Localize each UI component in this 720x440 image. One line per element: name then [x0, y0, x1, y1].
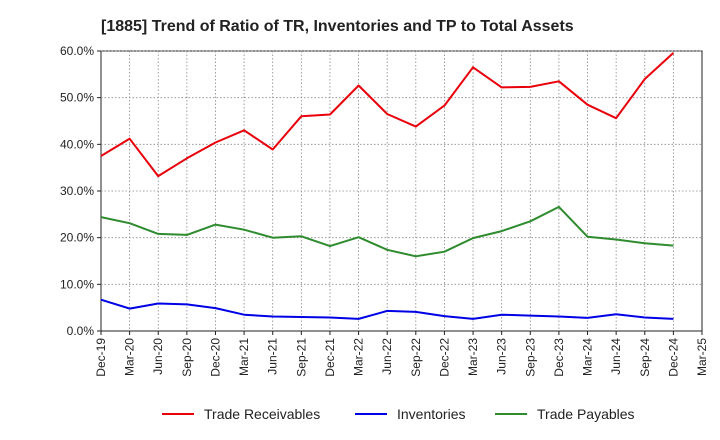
x-tick-label: Mar-22	[352, 338, 366, 376]
chart-title: [1885] Trend of Ratio of TR, Inventories…	[101, 18, 574, 35]
x-tick-label: Mar-20	[123, 338, 137, 376]
x-tick-label: Dec-22	[437, 338, 451, 377]
series-line-trade-receivables	[100, 52, 675, 178]
x-tick-label: Jun-23	[495, 338, 509, 375]
y-tick-label: 0.0%	[67, 324, 95, 338]
x-tick-label: Sep-20	[180, 338, 194, 377]
x-tick-label: Dec-23	[552, 338, 566, 377]
x-tick-label: Jun-24	[609, 338, 623, 375]
series-lines	[100, 52, 675, 320]
x-tick-label: Dec-24	[666, 338, 680, 377]
y-tick-label: 20.0%	[60, 231, 94, 245]
y-tick-label: 50.0%	[60, 91, 94, 105]
x-tick-label: Sep-23	[523, 338, 537, 377]
x-tick-label: Dec-21	[323, 338, 337, 377]
y-tick-label: 60.0%	[60, 44, 94, 58]
y-tick-label: 40.0%	[60, 137, 94, 151]
x-tick-label: Dec-19	[94, 338, 108, 377]
x-tick-label: Dec-20	[208, 338, 222, 377]
legend-label: Trade Payables	[537, 406, 635, 422]
y-tick-label: 30.0%	[60, 184, 94, 198]
legend-label: Inventories	[397, 406, 465, 422]
x-tick-label: Mar-24	[581, 338, 595, 376]
x-tick-label: Mar-25	[695, 338, 709, 376]
x-tick-label: Jun-21	[266, 338, 280, 375]
series-line-trade-payables	[100, 205, 674, 258]
x-tick-label: Sep-22	[409, 338, 423, 377]
x-tick-label: Sep-24	[638, 338, 652, 377]
y-axis-ticks: 0.0% 10.0% 20.0% 30.0% 40.0% 50.0% 60.0%	[60, 44, 101, 338]
legend: Trade Receivables Inventories Trade Payabl…	[162, 406, 635, 422]
legend-label: Trade Receivables	[204, 406, 320, 422]
x-tick-label: Mar-21	[237, 338, 251, 376]
x-tick-label: Mar-23	[466, 338, 480, 376]
x-axis-ticks: Dec-19 Mar-20 Jun-20 Sep-20 Dec-20 Mar-21 Jun-…	[94, 331, 709, 377]
x-tick-label: Jun-22	[380, 338, 394, 375]
plot-area	[100, 50, 703, 332]
y-tick-label: 10.0%	[60, 277, 94, 291]
x-tick-label: Sep-21	[294, 338, 308, 377]
series-line-inventories	[100, 298, 674, 320]
x-tick-label: Jun-20	[151, 338, 165, 375]
